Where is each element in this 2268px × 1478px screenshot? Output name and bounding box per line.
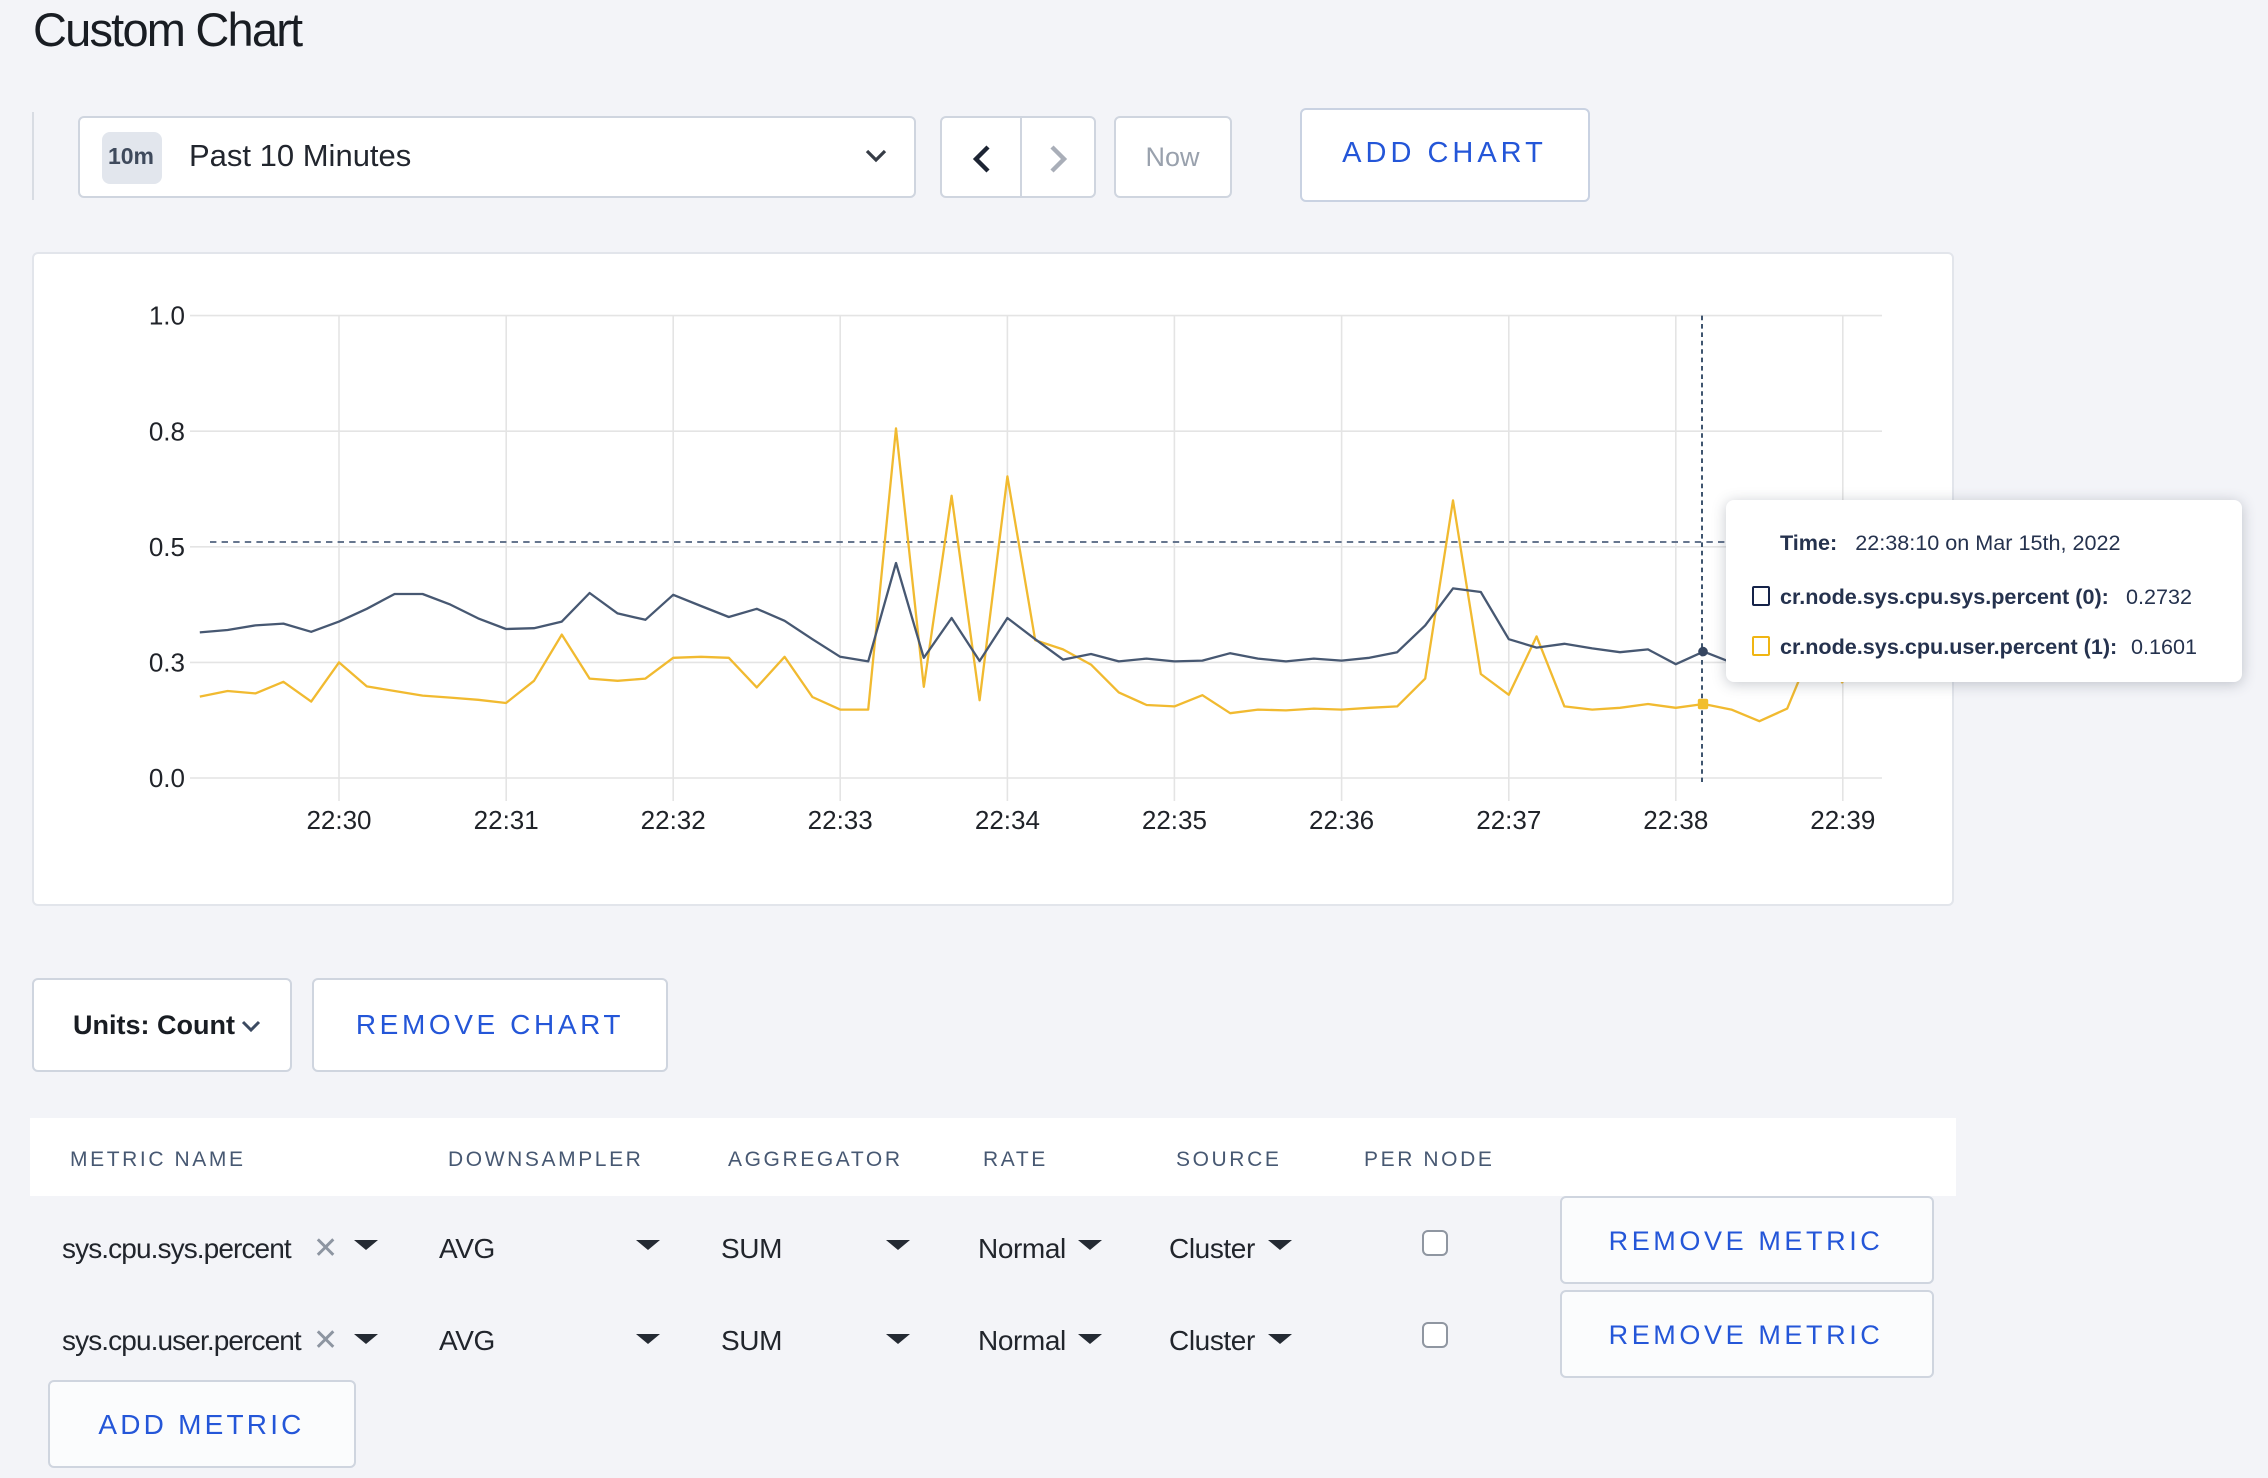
svg-text:22:32: 22:32: [641, 805, 706, 835]
svg-text:22:34: 22:34: [975, 805, 1040, 835]
svg-text:0.8: 0.8: [149, 416, 185, 446]
svg-text:22:31: 22:31: [474, 805, 539, 835]
svg-text:22:36: 22:36: [1309, 805, 1374, 835]
svg-text:22:33: 22:33: [808, 805, 873, 835]
svg-text:1.0: 1.0: [149, 301, 185, 331]
svg-text:0.5: 0.5: [149, 532, 185, 562]
svg-text:0.3: 0.3: [149, 648, 185, 678]
svg-text:22:30: 22:30: [306, 805, 371, 835]
svg-text:22:38: 22:38: [1643, 805, 1708, 835]
svg-text:22:39: 22:39: [1810, 805, 1875, 835]
svg-text:22:37: 22:37: [1476, 805, 1541, 835]
svg-text:22:35: 22:35: [1142, 805, 1207, 835]
svg-text:0.0: 0.0: [149, 763, 185, 793]
